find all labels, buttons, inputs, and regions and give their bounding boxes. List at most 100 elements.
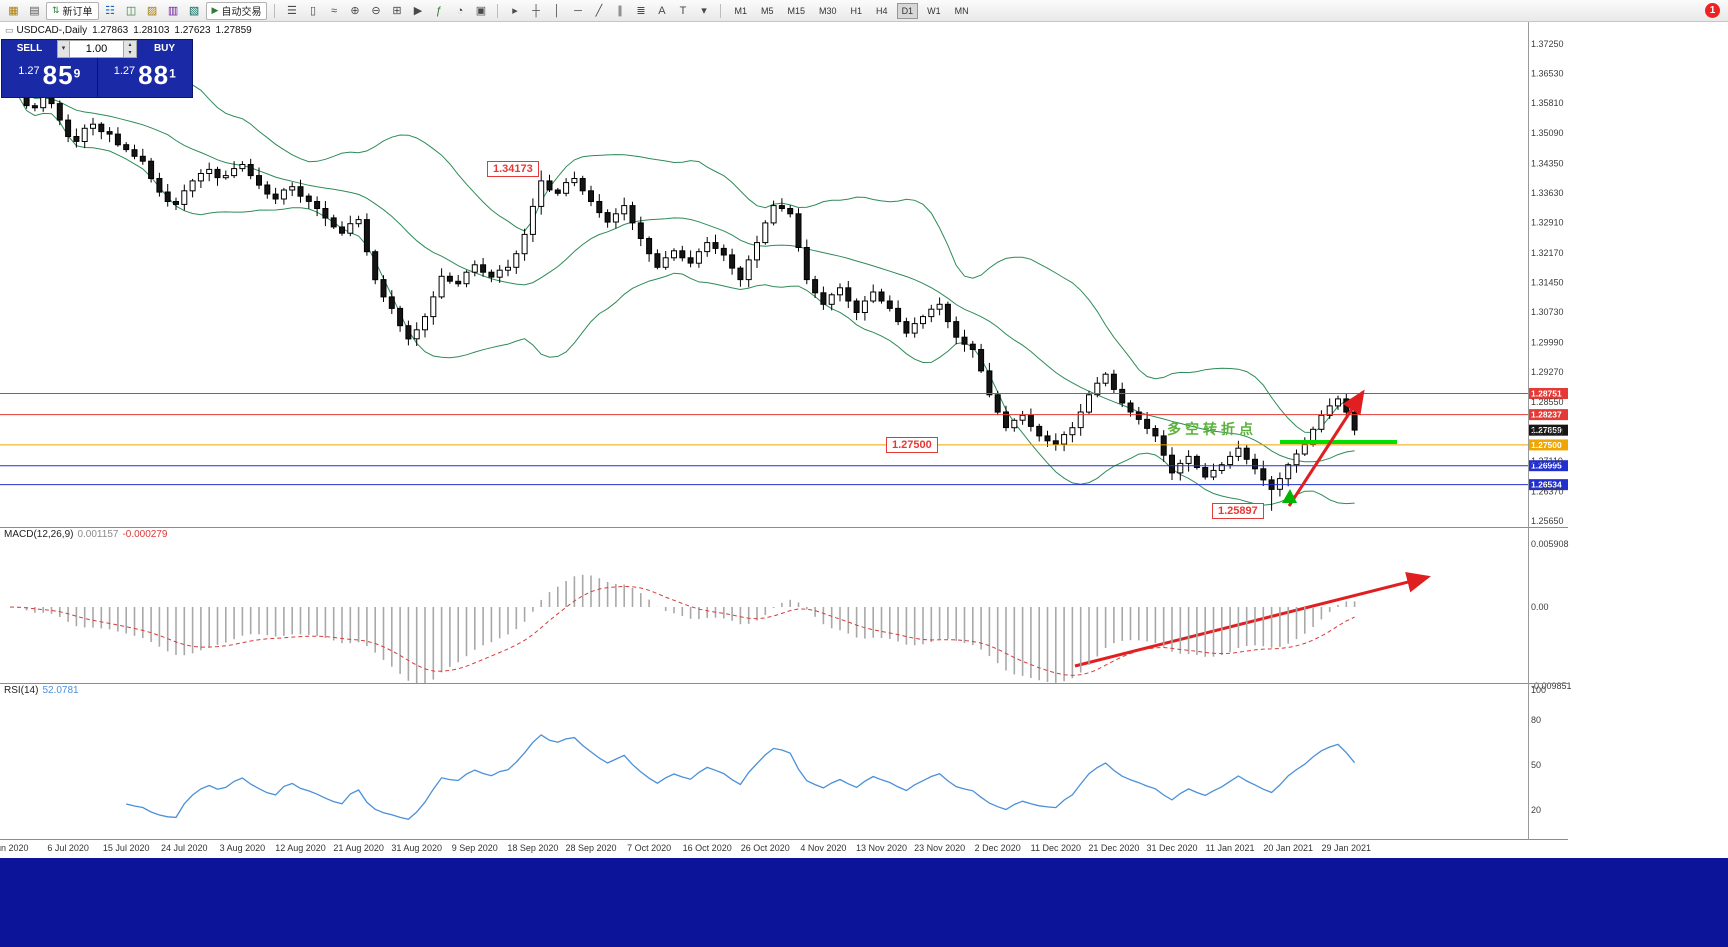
svg-text:4 Nov 2020: 4 Nov 2020 (800, 843, 846, 853)
volume-down-icon[interactable]: ▾ (128, 50, 132, 56)
svg-text:1.28550: 1.28550 (1531, 397, 1564, 407)
svg-text:50: 50 (1531, 760, 1541, 770)
sell-price-main: 85 (42, 60, 74, 90)
macd-layer: 0.005908 0.00 -0.009851 (9, 539, 1572, 691)
rsi-layer: 100 80 50 20 (126, 685, 1546, 821)
drawn-objects-layer[interactable] (1074, 389, 1431, 668)
notification-badge[interactable]: 1 (1705, 3, 1720, 18)
svg-text:23 Nov 2020: 23 Nov 2020 (914, 843, 965, 853)
sell-price-button[interactable]: 1.27 859 (2, 58, 97, 97)
timeframe-h4[interactable]: H4 (876, 5, 888, 16)
rsi-name: RSI(14) (4, 685, 39, 696)
new-order-button[interactable]: ⇅ 新订单 (46, 1, 99, 20)
svg-text:6 Jul 2020: 6 Jul 2020 (47, 843, 89, 853)
sell-price-pip: 9 (73, 66, 81, 81)
timeframe-m1[interactable]: M1 (734, 5, 747, 16)
volume-input[interactable]: 1.00 (70, 40, 124, 58)
sell-price-prefix: 1.27 (18, 65, 40, 77)
auto-scroll-icon[interactable]: ▶ (413, 4, 423, 17)
svg-text:1.26534: 1.26534 (1531, 480, 1562, 490)
text-icon[interactable]: A (658, 4, 666, 17)
indicators-icon[interactable]: ƒ (435, 4, 443, 17)
swing-low-annotation[interactable]: 1.25897 (1212, 503, 1264, 519)
svg-text:1.33630: 1.33630 (1531, 188, 1564, 198)
zoom-in-icon[interactable]: ⊕ (350, 4, 360, 17)
vertical-line-icon[interactable]: │ (553, 4, 561, 17)
buy-price-button[interactable]: 1.27 881 (98, 58, 193, 97)
svg-text:1.29990: 1.29990 (1531, 338, 1564, 348)
autotrading-button[interactable]: ▶ 自动交易 (205, 1, 268, 20)
svg-text:26 Oct 2020: 26 Oct 2020 (741, 843, 790, 853)
svg-text:20: 20 (1531, 805, 1541, 815)
templates-icon[interactable]: ▣ (475, 4, 487, 17)
autotrading-button-label: 自动交易 (221, 7, 262, 18)
volume-up-icon[interactable]: ▴ (128, 42, 132, 48)
terminal-icon[interactable]: ▥ (167, 4, 179, 17)
swing-high-annotation[interactable]: 1.34173 (487, 161, 539, 177)
toolbar-separator (720, 3, 722, 18)
svg-text:13 Nov 2020: 13 Nov 2020 (856, 843, 907, 853)
line-chart-icon[interactable]: ≈ (330, 4, 337, 17)
label-icon[interactable]: T (679, 4, 687, 17)
timeframe-h1[interactable]: H1 (850, 5, 863, 16)
toolbar-separator (274, 3, 276, 18)
svg-text:1.34350: 1.34350 (1531, 158, 1564, 168)
svg-text:21 Dec 2020: 21 Dec 2020 (1088, 843, 1139, 853)
date-axis: Jun 2020 6 Jul 2020 15 Jul 2020 24 Jul 2020… (0, 843, 1371, 853)
navigator-icon[interactable]: ▨ (146, 4, 158, 17)
macd-value: 0.001157 (77, 529, 119, 540)
volume-dropdown-caret[interactable]: ▾ (57, 40, 70, 58)
periods-icon[interactable]: ◔ (456, 4, 464, 17)
zoom-out-icon[interactable]: ⊖ (371, 4, 381, 17)
timeframe-m5[interactable]: M5 (760, 5, 774, 16)
chart-profiles-icon[interactable]: ▤ (29, 4, 40, 17)
svg-text:1.25650: 1.25650 (1531, 516, 1564, 526)
svg-text:16 Oct 2020: 16 Oct 2020 (683, 843, 732, 853)
turning-point-annotation[interactable]: 多空转折点 (1167, 421, 1257, 437)
market-watch-icon[interactable]: ☷ (105, 4, 115, 17)
candles-layer (7, 81, 1358, 511)
trendline-icon[interactable]: ╱ (595, 4, 603, 17)
svg-text:2 Dec 2020: 2 Dec 2020 (975, 843, 1021, 853)
level-lines-layer[interactable]: 1.28751 1.28237 1.27500 1.26995 1.26534 1.278… (0, 387, 1568, 491)
svg-text:1.36530: 1.36530 (1531, 69, 1564, 79)
cursor-icon[interactable]: ▸ (512, 4, 518, 17)
timeframe-m30[interactable]: M30 (819, 5, 837, 16)
timeframe-w1[interactable]: W1 (927, 5, 941, 16)
level-annotation[interactable]: 1.27500 (886, 437, 938, 453)
svg-text:1.35090: 1.35090 (1531, 128, 1564, 138)
new-chart-icon[interactable]: ▦ (8, 4, 19, 17)
autotrading-icon: ▶ (211, 5, 219, 15)
svg-text:31 Aug 2020: 31 Aug 2020 (391, 843, 442, 853)
bollinger-bands-layer (17, 71, 1355, 506)
tile-windows-icon[interactable]: ⊞ (392, 4, 402, 17)
channel-icon[interactable]: ∥ (617, 4, 623, 17)
svg-text:12 Aug 2020: 12 Aug 2020 (275, 843, 326, 853)
low-value: 1.27623 (174, 25, 211, 36)
horizontal-line-icon[interactable]: ─ (574, 4, 582, 17)
svg-text:7 Oct 2020: 7 Oct 2020 (627, 843, 671, 853)
svg-text:1.27859: 1.27859 (1531, 425, 1562, 435)
svg-text:21 Aug 2020: 21 Aug 2020 (333, 843, 384, 853)
symbol-period-label: USDCAD-,Daily (16, 25, 88, 36)
svg-text:0.005908: 0.005908 (1531, 539, 1569, 549)
fibonacci-icon[interactable]: ≣ (636, 4, 646, 17)
sell-button[interactable]: SELL (2, 40, 57, 58)
candlestick-chart-icon[interactable]: ▯ (309, 4, 316, 17)
strategy-tester-icon[interactable]: ▧ (188, 4, 200, 17)
timeframe-mn[interactable]: MN (954, 5, 969, 16)
buy-button[interactable]: BUY (137, 40, 192, 58)
bar-chart-icon[interactable]: ☰ (287, 4, 297, 17)
shapes-dropdown-icon[interactable]: ▾ (701, 4, 707, 17)
svg-text:1.27110: 1.27110 (1531, 456, 1563, 466)
crosshair-icon[interactable]: ┼ (532, 4, 540, 17)
svg-text:1.35810: 1.35810 (1531, 98, 1564, 108)
timeframe-d1[interactable]: D1 (896, 2, 919, 19)
data-window-icon[interactable]: ◫ (125, 4, 137, 17)
toolbar-separator (497, 3, 499, 18)
volume-stepper[interactable]: ▴ ▾ (124, 40, 137, 58)
timeframe-m15[interactable]: M15 (787, 5, 806, 16)
svg-text:Jun 2020: Jun 2020 (0, 843, 29, 853)
chart-canvas[interactable]: 1.287511.282371.275001.269951.265341.278… (0, 0, 1728, 858)
price-divider (96, 58, 98, 97)
